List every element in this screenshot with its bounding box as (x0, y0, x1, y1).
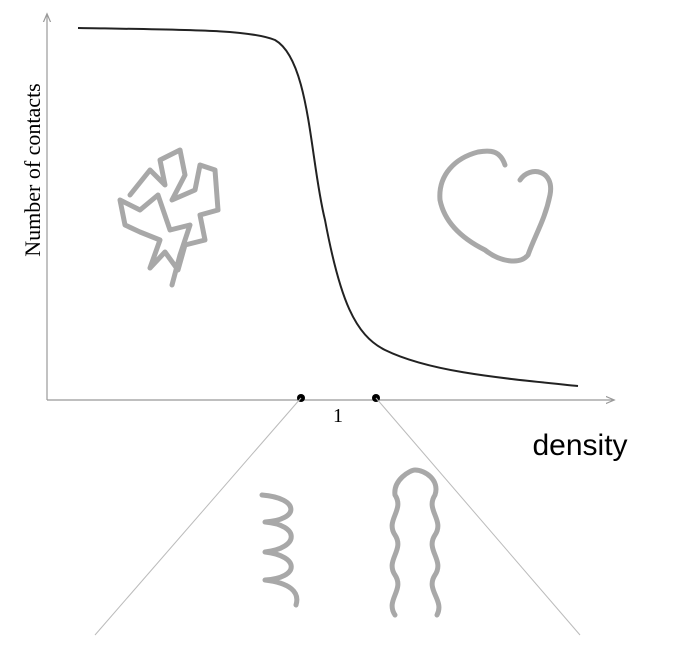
zoom-line (95, 398, 301, 635)
polymer-coil (440, 151, 551, 261)
polymer-helix (262, 495, 297, 605)
marker-label: 1 (333, 405, 343, 427)
figure: Number of contacts 1 density (0, 0, 684, 647)
x-axis-label: density (532, 429, 627, 462)
y-axis-label: Number of contacts (20, 83, 45, 257)
contact-curve (78, 28, 578, 386)
polymer-globule (120, 150, 218, 285)
polymer-hairpin (392, 470, 439, 615)
